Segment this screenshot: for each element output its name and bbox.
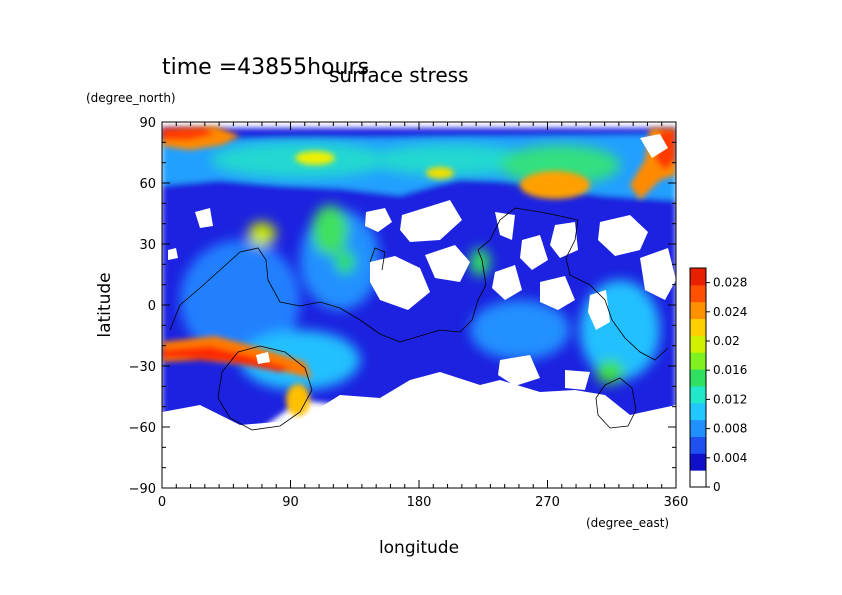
colorbar-swatch [690, 419, 706, 437]
coastline [169, 207, 669, 361]
colorbar-tick-label: 0.008 [713, 422, 747, 436]
coastline [369, 247, 386, 271]
y-tick-label: 60 [139, 177, 156, 192]
field-empty-region [598, 215, 648, 256]
colorbar-tick-label: 0.028 [713, 276, 747, 290]
colorbar-tick-label: 0.016 [713, 363, 747, 377]
colorbar-swatch [690, 352, 706, 370]
chart-title: surface stress [329, 63, 468, 87]
field-orange-blob [295, 151, 335, 165]
y-tick-label: 90 [139, 116, 156, 131]
colorbar: 0 0.004 0.008 0.012 0.016 0.02 0.024 0.028 [689, 267, 747, 494]
colorbar-tick-label: 0.024 [713, 305, 747, 319]
field-empty-region [550, 222, 578, 258]
field-cyan-blob [370, 144, 530, 176]
field-green-blob [596, 360, 624, 384]
field-north-strong-band [162, 128, 215, 140]
colorbar-swatch [690, 402, 706, 421]
colorbar-swatch [690, 470, 706, 488]
colorbar-swatch [690, 436, 706, 454]
field-yellow-blob [286, 384, 310, 416]
y-axis-label: latitude [95, 272, 115, 337]
field-green-blob [470, 248, 490, 276]
colorbar-swatch [690, 385, 706, 404]
field-empty-region [256, 352, 270, 364]
field-empty-region [400, 200, 462, 242]
y-tick-label: −60 [129, 421, 156, 436]
colorbar-swatch [690, 335, 706, 353]
field-empty-region [640, 248, 676, 300]
y-tick-label: 30 [139, 238, 156, 253]
field-empty-region [168, 248, 178, 260]
field-empty-region [370, 256, 430, 310]
colorbar-swatch [690, 318, 706, 336]
y-tick-label: 0 [148, 299, 156, 314]
field-cyan-blob [470, 300, 570, 360]
colorbar-swatch [690, 369, 706, 387]
field-cyan-blob [500, 145, 620, 185]
field-empty-region [520, 235, 548, 270]
time-label: time =43855hours [162, 55, 369, 80]
colorbar-swatch [690, 284, 706, 303]
y-tick-label: −90 [129, 482, 156, 497]
colorbar-tick-label: 0.012 [713, 392, 747, 406]
field-empty-region [540, 276, 575, 310]
x-unit-label: (degree_east) [586, 516, 669, 530]
field-empty-region [492, 265, 522, 300]
x-tick-label: 180 [407, 495, 432, 510]
colorbar-tick-label: 0.02 [713, 334, 740, 348]
x-tick-label: 0 [158, 495, 166, 510]
field-orange-blob [520, 171, 590, 199]
colorbar-tick-label: 0 [713, 480, 721, 494]
field-empty-region [498, 355, 540, 386]
field-orange-blob [426, 167, 454, 179]
y-tick-label: −30 [129, 360, 156, 375]
stress-field [162, 122, 676, 488]
coastline [217, 345, 313, 431]
field-empty-region [640, 134, 668, 158]
field-empty-region [565, 370, 590, 390]
colorbar-swatch [690, 268, 706, 286]
x-tick-label: 90 [282, 495, 299, 510]
field-empty-region [365, 208, 392, 232]
x-axis-label: longitude [379, 538, 459, 558]
coastline [595, 377, 637, 429]
x-tick-label: 270 [535, 495, 560, 510]
colorbar-swatch [690, 301, 706, 320]
field-empty-region [162, 372, 676, 488]
field-empty-region [425, 245, 470, 282]
field-green-blob [248, 222, 276, 246]
axes: 0 90 180 270 360 −90 −60 −30 0 30 60 90 [129, 116, 689, 510]
field-south-strong-band [162, 346, 290, 372]
field-green-blob [335, 250, 355, 274]
field-empty-region [195, 208, 213, 228]
field-empty-region [495, 212, 515, 240]
x-tick-label: 360 [664, 495, 689, 510]
colorbar-frame [689, 267, 707, 488]
colorbar-swatch [690, 453, 706, 471]
y-unit-label: (degree_north) [86, 91, 176, 105]
field-cyan-blob [240, 330, 360, 390]
field-green-blob [312, 205, 348, 255]
field-cyan-blob [180, 240, 300, 360]
colorbar-tick-label: 0.004 [713, 451, 747, 465]
